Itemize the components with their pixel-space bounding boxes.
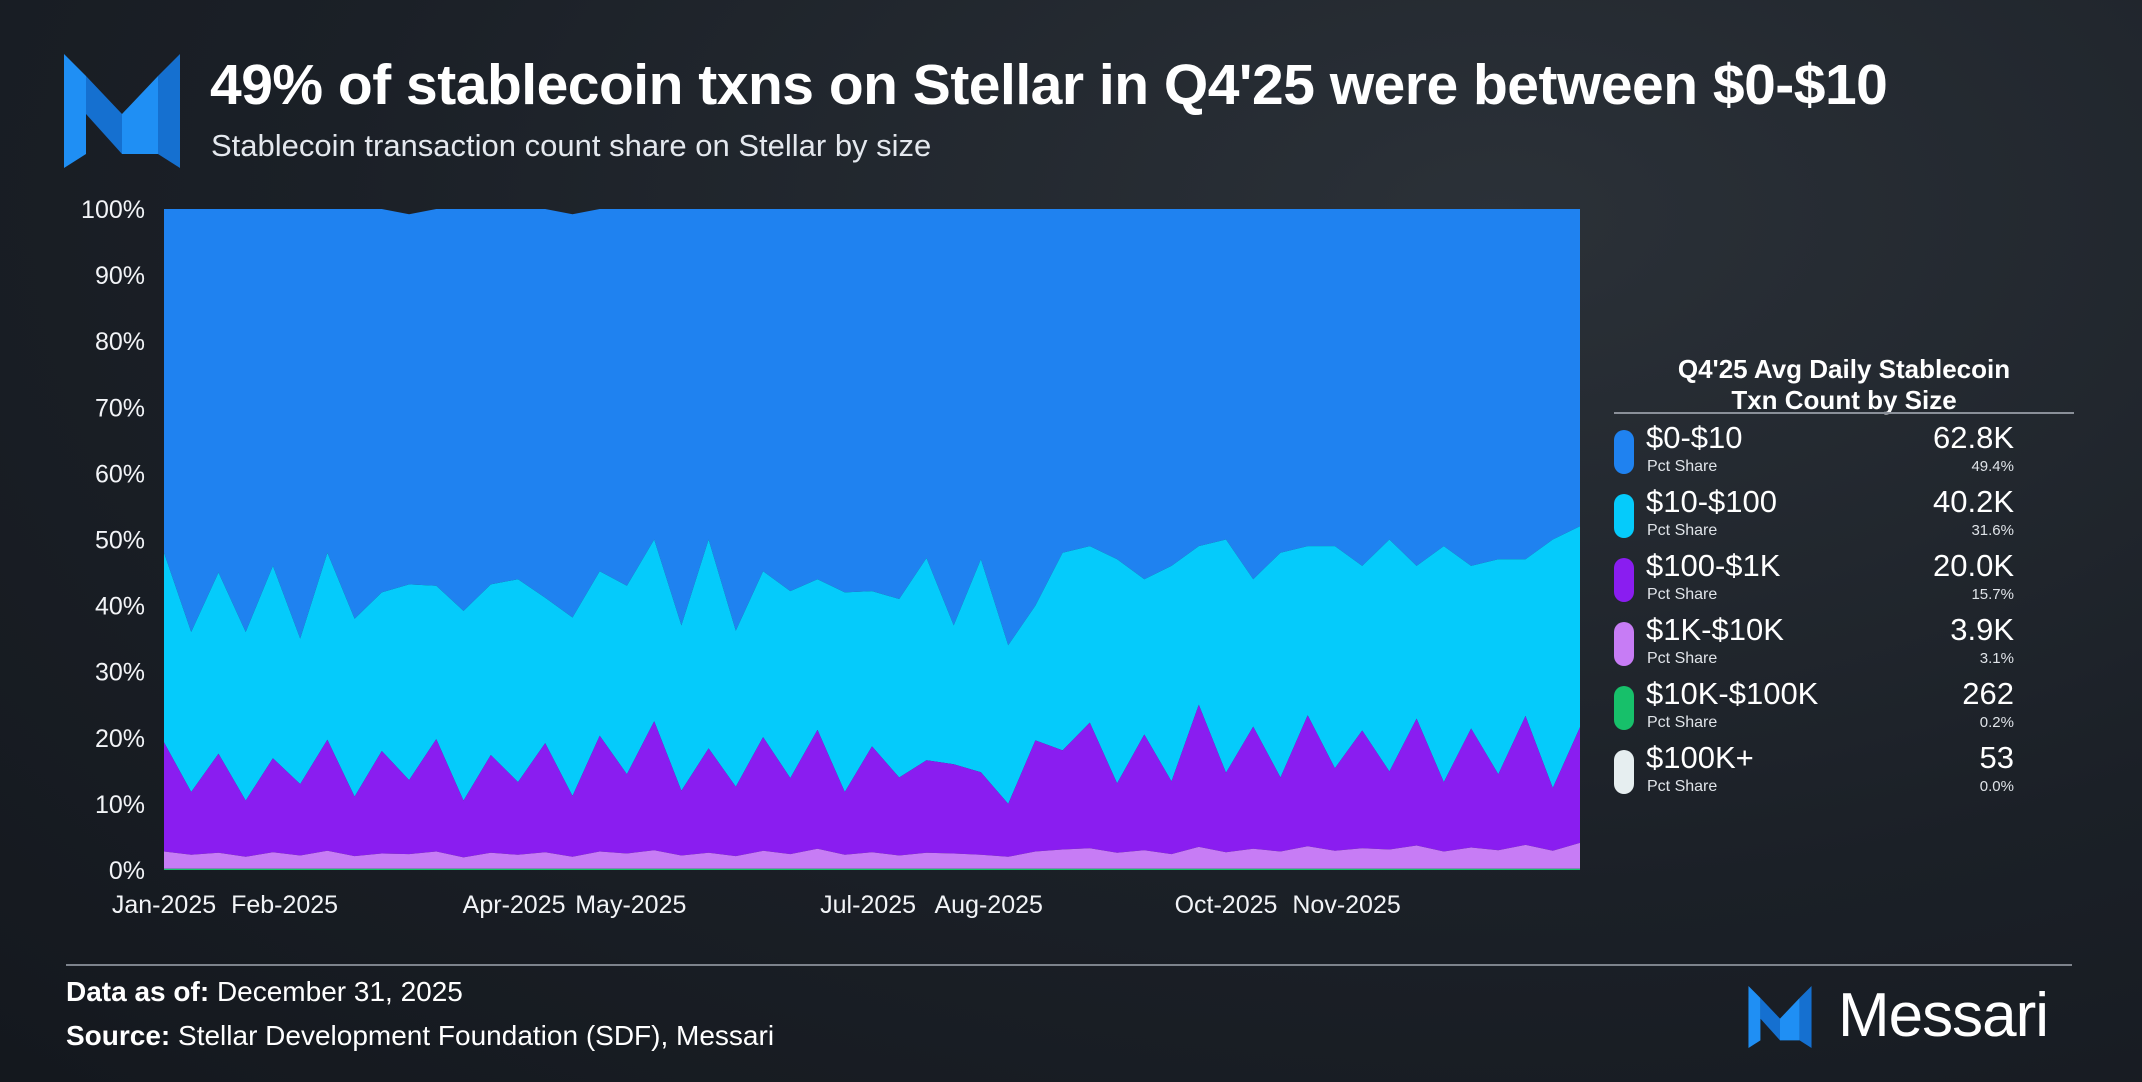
- legend-item: $100K+ Pct Share 53 0.0%: [1614, 740, 2014, 800]
- legend-swatch: [1614, 686, 1634, 730]
- legend-swatch: [1614, 558, 1634, 602]
- legend-sublabel: Pct Share: [1647, 522, 1718, 539]
- legend-item: $10-$100 Pct Share 40.2K 31.6%: [1614, 484, 2014, 544]
- source-label: Source:: [66, 1020, 171, 1051]
- legend-sublabel: Pct Share: [1647, 778, 1718, 795]
- legend-label: $1K-$10K: [1646, 612, 1784, 647]
- source-line: Source: Stellar Development Foundation (…: [66, 1020, 774, 1052]
- legend-pct-share: 15.7%: [1971, 586, 2014, 603]
- y-tick-label: 50%: [95, 527, 145, 555]
- chart-subtitle: Stablecoin transaction count share on St…: [211, 128, 932, 163]
- x-tick-label: May-2025: [575, 891, 686, 919]
- x-tick-label: Apr-2025: [463, 891, 566, 919]
- messari-wordmark: Messari: [1838, 981, 2049, 1050]
- y-tick-label: 30%: [95, 659, 145, 687]
- legend-item: $100-$1K Pct Share 20.0K 15.7%: [1614, 548, 2014, 608]
- x-tick-label: Oct-2025: [1175, 891, 1278, 919]
- data-as-of-value: December 31, 2025: [216, 976, 463, 1007]
- legend-value: 40.2K: [1932, 484, 2014, 519]
- legend-pct-share: 0.0%: [1979, 778, 2014, 795]
- x-tick-label: Feb-2025: [231, 891, 338, 919]
- messari-logo-icon: [64, 54, 180, 168]
- legend-swatch: [1614, 622, 1634, 666]
- legend-pct-share: 0.2%: [1979, 714, 2014, 731]
- legend-title-line1: Q4'25 Avg Daily Stablecoin: [1677, 354, 2011, 384]
- source-value: Stellar Development Foundation (SDF), Me…: [178, 1020, 775, 1051]
- legend-pct-share: 31.6%: [1971, 522, 2014, 539]
- data-as-of-label: Data as of:: [66, 976, 210, 1007]
- x-axis-ticks: Jan-2025 Feb-2025 Apr-2025 May-2025 Jul-2025…: [112, 891, 1401, 919]
- footer-divider: [66, 964, 2072, 966]
- legend-title-line2: Txn Count by Size: [1731, 385, 1957, 415]
- x-tick-label: Jan-2025: [112, 891, 216, 919]
- y-tick-label: 10%: [95, 791, 145, 819]
- legend-sublabel: Pct Share: [1647, 586, 1718, 603]
- area-series-10k-100k: [164, 868, 1580, 870]
- legend-value: 3.9K: [1950, 612, 2014, 647]
- legend-label: $100-$1K: [1646, 548, 1781, 583]
- legend-value: 262: [1962, 676, 2014, 711]
- legend-swatch: [1614, 750, 1634, 794]
- legend-item: $1K-$10K Pct Share 3.9K 3.1%: [1614, 612, 2014, 672]
- legend-swatch: [1614, 494, 1634, 538]
- y-tick-label: 100%: [81, 196, 145, 224]
- legend-title: Q4'25 Avg Daily Stablecoin Txn Count by …: [1614, 354, 2074, 416]
- legend-value: 53: [1979, 740, 2014, 775]
- legend-sublabel: Pct Share: [1647, 714, 1718, 731]
- area-series-10-100: [164, 526, 1580, 804]
- area-series-100-1k: [164, 704, 1580, 858]
- legend-pct-share: 3.1%: [1979, 650, 2014, 667]
- x-tick-label: Nov-2025: [1292, 891, 1400, 919]
- area-layers: [164, 209, 1580, 870]
- legend-sublabel: Pct Share: [1647, 650, 1718, 667]
- legend-pct-share: 49.4%: [1971, 458, 2014, 475]
- messari-brand-icon: [1748, 986, 1812, 1048]
- legend-label: $0-$10: [1646, 420, 1743, 455]
- legend-divider: [1614, 412, 2074, 414]
- y-tick-label: 40%: [95, 593, 145, 621]
- x-tick-label: Jul-2025: [820, 891, 916, 919]
- y-tick-label: 70%: [95, 394, 145, 422]
- area-series-0-10: [164, 209, 1580, 646]
- area-series-1k-10k: [164, 842, 1580, 869]
- legend-label: $10K-$100K: [1646, 676, 1819, 711]
- legend-item: $10K-$100K Pct Share 262 0.2%: [1614, 676, 2014, 736]
- y-tick-label: 20%: [95, 725, 145, 753]
- data-as-of: Data as of: December 31, 2025: [66, 976, 463, 1008]
- legend-value: 62.8K: [1932, 420, 2014, 455]
- x-tick-label: Aug-2025: [934, 891, 1042, 919]
- y-tick-label: 0%: [109, 857, 145, 885]
- legend-sublabel: Pct Share: [1647, 458, 1718, 475]
- y-tick-label: 60%: [95, 460, 145, 488]
- y-tick-label: 80%: [95, 328, 145, 356]
- y-axis-ticks: 0% 10% 20% 30% 40% 50% 60% 70% 80% 90% 100%: [81, 196, 145, 885]
- chart-title: 49% of stablecoin txns on Stellar in Q4'…: [210, 53, 1888, 117]
- legend-swatch: [1614, 430, 1634, 474]
- legend-label: $100K+: [1646, 740, 1754, 775]
- legend-label: $10-$100: [1646, 484, 1778, 519]
- y-tick-label: 90%: [95, 262, 145, 290]
- legend-value: 20.0K: [1932, 548, 2014, 583]
- legend-item: $0-$10 Pct Share 62.8K 49.4%: [1614, 420, 2014, 480]
